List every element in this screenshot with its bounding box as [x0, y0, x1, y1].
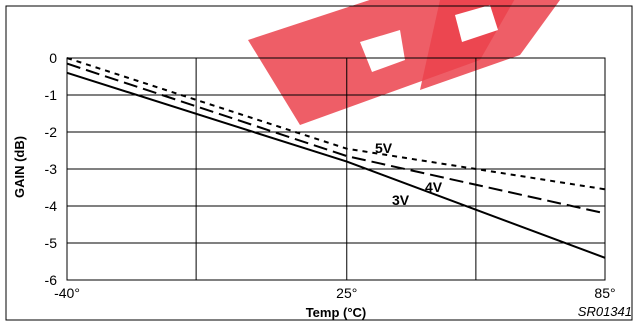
y-axis-title: GAIN (dB) [12, 136, 27, 198]
series-line-3v [66, 71, 606, 259]
y-tick-label: -1 [45, 87, 58, 103]
series-label-3v: 3V [392, 192, 410, 208]
series-label-5v: 5V [375, 140, 393, 156]
x-tick-label: 85° [594, 285, 615, 301]
x-axis-title: Temp (°C) [306, 305, 367, 320]
y-tick-label: -2 [45, 124, 58, 140]
series-line-4v [66, 62, 606, 215]
watermark-logo [248, 0, 560, 125]
y-tick-labels: 0 -1 -2 -3 -4 -5 -6 [45, 50, 58, 288]
y-tick-label: -5 [45, 235, 58, 251]
figure-reference: SR01341 [578, 304, 632, 319]
y-tick-label: -4 [45, 198, 58, 214]
x-tick-label: -40° [54, 285, 80, 301]
plot-area [66, 57, 606, 281]
series-line-5v [66, 57, 606, 191]
series-layer: 5V 4V 3V [66, 57, 606, 259]
y-tick-label: -3 [45, 161, 58, 177]
x-tick-labels: -40° 25° 85° [54, 285, 616, 301]
y-tick-label: -6 [45, 272, 58, 288]
y-tick-label: 0 [49, 50, 57, 66]
figure-frame [5, 5, 633, 321]
series-label-4v: 4V [425, 179, 443, 195]
x-tick-label: 25° [336, 285, 357, 301]
